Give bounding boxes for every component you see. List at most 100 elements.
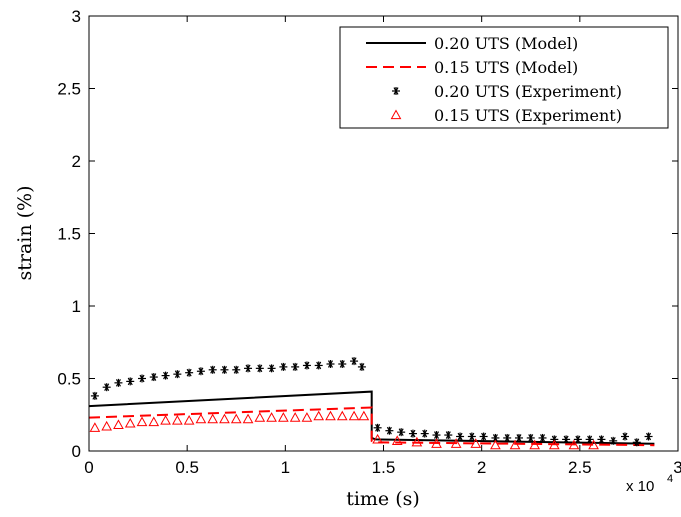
- exp-point-020: [585, 435, 594, 444]
- exp-point-020: [196, 367, 205, 376]
- exp-point-015: [89, 422, 101, 432]
- x-tick-label: 1: [281, 458, 290, 477]
- exp-point-020: [279, 362, 288, 371]
- exp-point-020: [255, 364, 264, 373]
- exp-point-020: [467, 432, 476, 441]
- exp-point-020: [291, 362, 300, 371]
- exp-point-020: [597, 435, 606, 444]
- exp-point-020: [562, 435, 571, 444]
- x-axis-label: time (s): [346, 488, 420, 510]
- exp-point-015: [278, 412, 289, 422]
- exp-point-020: [220, 365, 229, 374]
- exp-point-015: [242, 413, 254, 424]
- exp-point-020: [408, 429, 417, 438]
- exp-point-015: [509, 439, 521, 450]
- y-tick-label: 0: [72, 442, 81, 461]
- exp-point-015: [160, 415, 171, 425]
- legend-label-0: 0.20 UTS (Model): [434, 34, 578, 53]
- exp-point-015: [348, 410, 360, 421]
- exp-point-015: [289, 412, 301, 422]
- exp-point-015: [148, 416, 160, 427]
- exp-point-020: [479, 432, 488, 441]
- exp-point-015: [101, 420, 113, 431]
- ticks-layer: 0 0.5 1 1.5 2 2.5 3 0 0.5 1 1.5 2 2.5 3: [57, 7, 681, 477]
- exp-point-015: [358, 410, 370, 421]
- exp-point-020: [102, 383, 111, 392]
- legend-label-1: 0.15 UTS (Model): [434, 58, 578, 77]
- exp-point-015: [548, 439, 560, 450]
- exp-point-015: [207, 413, 219, 424]
- series-line-1: [88, 406, 655, 447]
- exp-point-020: [90, 391, 99, 400]
- exp-point-020: [514, 433, 523, 442]
- exp-point-015: [195, 413, 207, 424]
- y-tick-label: 2: [72, 152, 81, 171]
- legend-label-3: 0.15 UTS (Experiment): [434, 106, 622, 125]
- exp-point-020: [185, 368, 194, 377]
- exp-point-015: [372, 433, 383, 444]
- legend: 0.20 UTS (Model) 0.15 UTS (Model) 0.20 U…: [339, 26, 669, 129]
- exp-point-015: [470, 438, 482, 448]
- exp-point-020: [138, 374, 147, 383]
- exp-point-020: [385, 426, 394, 435]
- exp-point-015: [183, 415, 195, 425]
- exp-point-020: [526, 433, 535, 442]
- exp-point-015: [230, 413, 242, 424]
- exp-point-020: [373, 423, 382, 432]
- exp-point-015: [450, 438, 462, 448]
- exp-point-020: [149, 373, 158, 382]
- exp-point-020: [573, 435, 582, 444]
- exp-point-020: [632, 438, 641, 447]
- exp-point-015: [529, 439, 541, 450]
- exp-point-020: [208, 365, 217, 374]
- exp-point-020: [444, 431, 453, 440]
- y-tick-label: 1.5: [57, 225, 81, 244]
- exp-point-020: [357, 362, 366, 371]
- legend-keys: [366, 42, 426, 120]
- x-tick-label: 2.5: [568, 458, 592, 477]
- exp-point-020: [397, 428, 406, 437]
- y-axis-label: strain (%): [14, 185, 36, 280]
- exp-point-015: [172, 415, 183, 425]
- y-tick-label: 3: [72, 7, 81, 26]
- exp-point-020: [420, 429, 429, 438]
- plot-frame: [88, 15, 679, 452]
- exp-point-015: [431, 438, 442, 448]
- exp-point-020: [161, 371, 170, 380]
- exp-point-015: [219, 413, 230, 424]
- x-tick-label: 1.5: [372, 458, 396, 477]
- exp-point-020: [326, 360, 335, 368]
- x-multiplier-label: x 10: [626, 478, 654, 495]
- x-multiplier-exponent: 4: [667, 473, 673, 485]
- plot-layer: [88, 357, 655, 450]
- exp-point-015: [588, 439, 599, 450]
- x-tick-label: 0: [84, 458, 93, 477]
- exp-point-015: [124, 417, 136, 428]
- exp-point-015: [336, 410, 348, 421]
- legend-box: [339, 26, 669, 129]
- exp-point-020: [550, 435, 559, 444]
- legend-key-triangle: [390, 109, 402, 120]
- exp-point-015: [266, 412, 277, 422]
- exp-point-020: [244, 364, 253, 373]
- exp-point-020: [114, 378, 123, 387]
- exp-point-020: [314, 361, 323, 370]
- exp-point-015: [325, 410, 336, 421]
- exp-point-020: [126, 377, 135, 386]
- exp-point-020: [503, 433, 512, 442]
- exp-point-020: [267, 364, 276, 373]
- x-tick-label: 0.5: [175, 458, 199, 477]
- y-tick-label: 2.5: [57, 80, 81, 99]
- exp-point-015: [490, 439, 501, 450]
- y-tick-label: 1: [72, 297, 81, 316]
- exp-point-020: [456, 432, 465, 441]
- exp-point-020: [232, 365, 241, 374]
- exp-point-020: [432, 431, 441, 440]
- legend-key-asterisk: [392, 87, 400, 95]
- exp-point-015: [254, 412, 266, 422]
- exp-point-020: [302, 361, 311, 370]
- exp-point-015: [136, 416, 148, 427]
- exp-point-020: [538, 433, 547, 442]
- exp-point-015: [568, 439, 580, 450]
